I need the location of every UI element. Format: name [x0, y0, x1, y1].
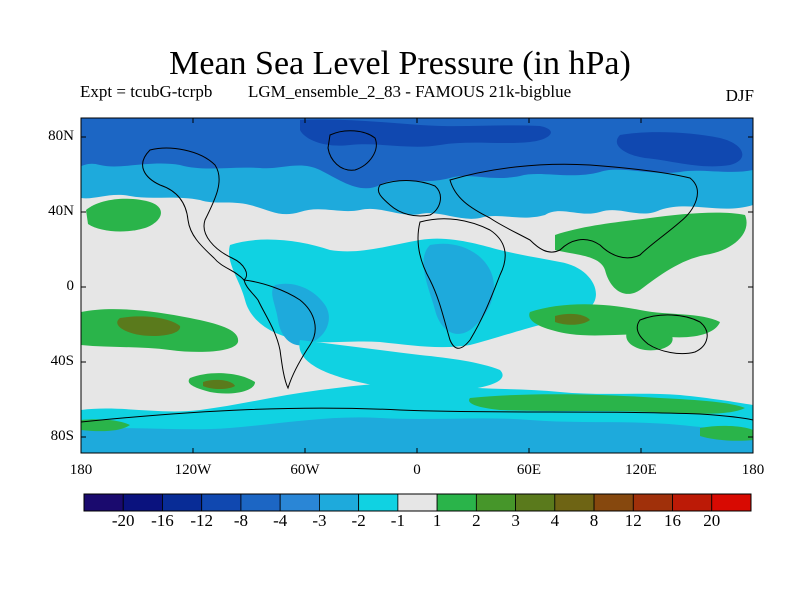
field-polar-negative-core [300, 119, 551, 147]
field-indian-ocean-positive [529, 304, 720, 338]
lat-tick-label: 40S [50, 353, 74, 369]
season-label: DJF [725, 86, 754, 105]
colorbar-label: 12 [624, 511, 642, 530]
colorbar-box [319, 493, 360, 512]
colorbar-box [240, 493, 281, 512]
lat-tick-label: 0 [66, 278, 75, 294]
lon-tick-label: 0 [413, 462, 421, 478]
colorbar-box [201, 493, 242, 512]
colorbar-box [162, 493, 203, 512]
colorbar-label: 1 [432, 511, 442, 530]
colorbar-label: -1 [390, 511, 405, 530]
lon-tick-label: 60E [516, 462, 542, 478]
colorbar-label: 2 [472, 511, 481, 530]
lat-tick-label: 80N [48, 128, 74, 144]
chart-title: Mean Sea Level Pressure (in hPa) [169, 45, 631, 82]
field-north-pacific-positive [86, 198, 161, 232]
colorbar-box [279, 493, 320, 512]
colorbar-box [672, 493, 713, 512]
lon-tick-label: 180 [741, 462, 765, 478]
colorbar-box [475, 493, 516, 512]
field-south-pacific-negative-tongue [299, 340, 503, 391]
colorbar-label: 4 [550, 511, 560, 530]
colorbar-box [632, 493, 673, 512]
colorbar-label: -8 [233, 511, 249, 530]
colorbar-box [711, 493, 752, 512]
field-southeast-pacific-positive-core [203, 379, 235, 389]
colorbar-box [515, 493, 556, 512]
colorbar-label: 8 [589, 511, 599, 530]
colorbar-box [554, 493, 595, 512]
lon-tick-label: 60W [290, 462, 320, 478]
lat-tick-label: 80S [50, 428, 74, 444]
colorbar-label: -12 [190, 511, 214, 530]
colorbar-box [83, 493, 124, 512]
experiment-label: Expt = tcubG-tcrpb [80, 82, 213, 101]
colorbar-label: 20 [703, 511, 721, 530]
field-antarctic-negative-core [81, 417, 753, 453]
colorbar [83, 493, 752, 512]
field-arctic-negative-core [81, 118, 753, 189]
colorbar-box [358, 493, 399, 512]
axis-ticks [81, 118, 753, 453]
field-southern-ocean-positive-belt [469, 394, 745, 414]
colorbar-box [397, 493, 438, 512]
field-south-pacific-positive-core [117, 316, 181, 336]
field-west-pacific-positive [555, 212, 747, 294]
field-siberia-negative-core [616, 132, 743, 167]
lon-tick-label: 120W [174, 462, 212, 478]
ensemble-label: LGM_ensemble_2_83 - FAMOUS 21k-bigblue [248, 82, 572, 101]
colorbar-label: -3 [312, 511, 327, 530]
lon-tick-label: 120E [625, 462, 657, 478]
field-africa-negative-core [423, 243, 494, 334]
lat-tick-label: 40N [48, 203, 74, 219]
colorbar-label: 3 [511, 511, 520, 530]
colorbar-box [122, 493, 163, 512]
colorbar-label: -4 [273, 511, 288, 530]
lon-tick-label: 180 [69, 462, 93, 478]
colorbar-box [436, 493, 477, 512]
colorbar-label: -20 [111, 511, 135, 530]
field-antarctic-coast-positive [81, 419, 130, 432]
colorbar-label: -16 [151, 511, 174, 530]
coastlines [81, 130, 753, 423]
colorbar-box [593, 493, 634, 512]
colorbar-label: -2 [351, 511, 366, 530]
field-indian-ocean-positive-core [555, 313, 590, 325]
field-antarctic-coast-positive-east [700, 425, 753, 441]
colorbar-label: 16 [664, 511, 682, 530]
